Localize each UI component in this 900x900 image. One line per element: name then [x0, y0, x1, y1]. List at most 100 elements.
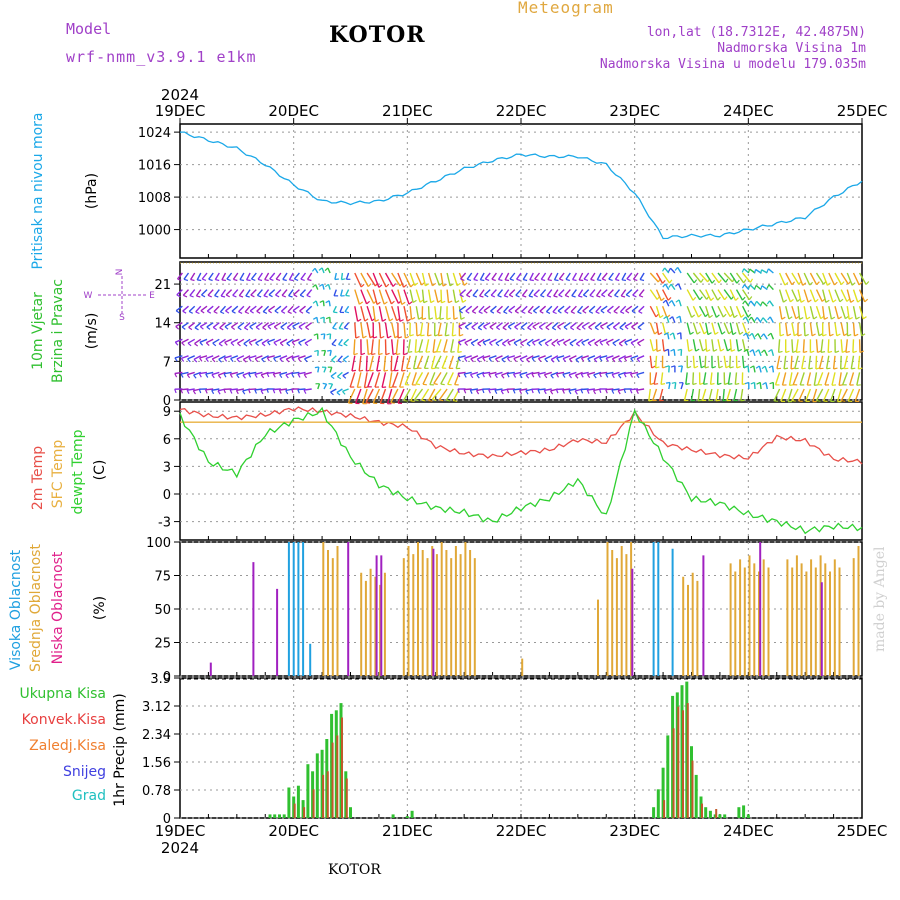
wind-barb-flag — [693, 279, 698, 284]
wind-barb-flag — [331, 343, 337, 347]
wind-barb — [850, 355, 855, 370]
wind-barb — [740, 388, 744, 402]
wind-barb-flag — [498, 279, 503, 282]
wind-barb — [538, 338, 546, 344]
wind-barb — [174, 355, 183, 359]
wind-barb — [445, 388, 454, 401]
wind-barb — [243, 322, 251, 329]
wind-barb — [444, 322, 448, 336]
wind-barb-flag — [519, 390, 523, 395]
y-tick-label: 21 — [154, 278, 171, 293]
wind-barb — [797, 306, 801, 320]
wind-barb-flag — [457, 351, 462, 353]
wind-barb-flag — [714, 331, 719, 335]
wind-barb — [683, 388, 688, 401]
wind-barb — [279, 371, 288, 376]
wind-barb-flag — [543, 374, 548, 379]
wind-barb-flag — [724, 382, 729, 386]
wind-barb — [797, 289, 802, 303]
wind-barb-flag — [776, 367, 782, 370]
wind-barb — [362, 388, 368, 404]
wind-barb — [723, 339, 729, 352]
wind-barb-flag — [278, 389, 282, 394]
wind-barb-flag — [446, 317, 451, 320]
wind-barb — [340, 272, 344, 280]
wind-barb — [488, 371, 497, 375]
wind-barb-flag — [507, 341, 511, 346]
model-elevation-label: Nadmorska Visina u modelu 179.035m — [599, 57, 866, 72]
wind-barb-flag — [496, 326, 501, 331]
wind-barb-flag — [478, 311, 483, 314]
wind-barb-flag — [255, 342, 260, 347]
wind-barb-flag — [516, 278, 521, 282]
wind-barb — [649, 339, 654, 352]
wind-barb — [774, 372, 781, 386]
precip-bar — [663, 800, 666, 818]
wind-barb-flag — [742, 316, 747, 321]
wind-barb-flag — [865, 281, 870, 285]
wind-barb — [429, 372, 436, 385]
wind-barb-flag — [324, 267, 329, 272]
x-top-tick-label: 19DEC — [155, 102, 206, 120]
wind-barb-flag — [541, 278, 546, 282]
wind-barb-flag — [406, 318, 411, 322]
wind-barb — [212, 338, 220, 344]
wind-barb — [404, 372, 411, 385]
wind-barb-flag — [177, 278, 182, 281]
temp-series-line-0 — [179, 406, 863, 465]
wind-barb-flag — [636, 358, 641, 363]
wind-barb — [345, 289, 350, 296]
wind-barb — [181, 355, 189, 360]
compass-e: E — [149, 291, 155, 301]
wind-barb — [434, 289, 439, 303]
wind-barb-flag — [754, 285, 757, 290]
x-bottom-tick-label: 20DEC — [268, 822, 319, 840]
wind-barb-flag — [373, 336, 378, 339]
wind-barb — [780, 388, 787, 402]
wind-barb — [199, 322, 208, 328]
wind-barb-flag — [699, 382, 704, 386]
wind-barb — [557, 305, 565, 312]
wind-barb-flag — [543, 390, 547, 395]
wind-barb — [526, 355, 534, 361]
wind-barb-flag — [570, 327, 575, 331]
wind-barb-flag — [330, 391, 334, 396]
wind-barb — [858, 272, 867, 285]
wind-barb-flag — [619, 327, 624, 331]
wind-barb-flag — [631, 310, 636, 314]
wind-barb — [434, 306, 437, 320]
wind-barb-flag — [696, 331, 701, 335]
wind-barb-flag — [470, 374, 474, 379]
wind-barb — [330, 388, 337, 393]
wind-barb — [606, 338, 614, 344]
wind-barb-flag — [727, 348, 732, 352]
wind-barb — [580, 388, 589, 391]
wind-barb-flag — [694, 365, 699, 369]
wind-barb — [507, 338, 516, 343]
wind-barb-flag — [859, 350, 864, 354]
wind-barb — [292, 305, 300, 312]
wind-barb-flag — [743, 279, 747, 284]
wind-barb — [854, 388, 861, 402]
wind-barb — [298, 338, 306, 344]
wind-barb-flag — [401, 301, 406, 305]
wind-barb-flag — [717, 382, 722, 386]
precip-bar — [336, 735, 339, 818]
wind-barb-flag — [472, 295, 478, 298]
wind-barb — [834, 289, 841, 303]
wind-barb — [699, 272, 709, 283]
wind-barb-flag — [437, 299, 442, 303]
low-cloud-label: Niska Oblacnost — [50, 551, 66, 664]
wind-barb — [482, 355, 491, 359]
wind-barb — [414, 339, 417, 353]
wind-barb-flag — [235, 390, 239, 395]
wind-barb-flag — [411, 317, 416, 320]
wind-barb-flag — [617, 374, 622, 379]
y-tick-label: 3 — [163, 460, 171, 475]
wind-barb-flag — [716, 314, 720, 318]
wind-barb — [778, 322, 781, 336]
wind-barb-flag — [285, 390, 289, 395]
wind-barb — [553, 289, 559, 297]
wind-barb-flag — [546, 311, 551, 314]
wind-barb — [339, 305, 344, 313]
